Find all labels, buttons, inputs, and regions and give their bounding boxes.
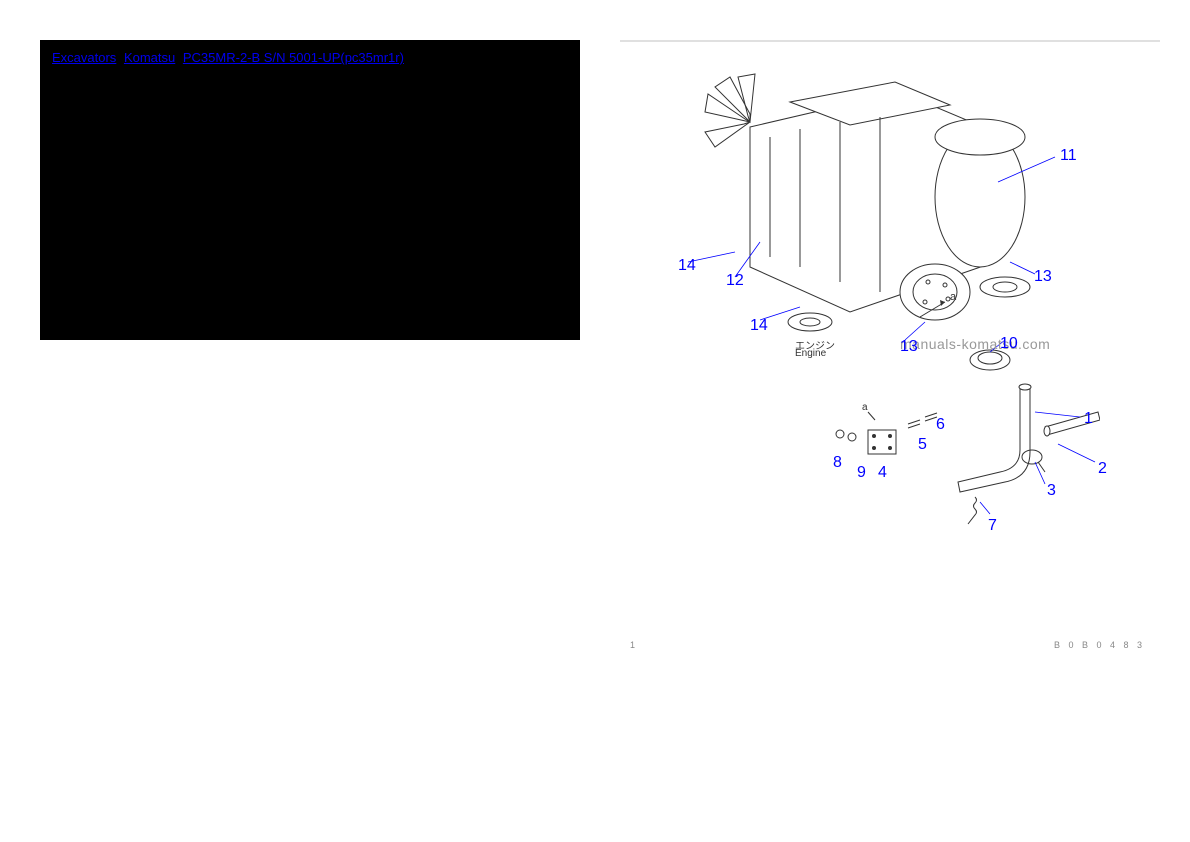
callout-2[interactable]: 2 (1098, 460, 1107, 478)
callout-3[interactable]: 3 (1047, 482, 1056, 500)
footer-code: B 0 B 0 4 8 3 (1054, 640, 1145, 650)
left-dark-panel: Excavators Komatsu PC35MR-2-B S/N 5001-U… (40, 40, 580, 340)
watermark-text: manuals-komatsu.com (900, 336, 1050, 352)
leader-lines: a (620, 42, 1160, 662)
breadcrumb-link-komatsu[interactable]: Komatsu (124, 50, 175, 65)
callout-13[interactable]: 13 (1034, 268, 1052, 286)
callout-4[interactable]: 4 (878, 464, 887, 482)
callout-9[interactable]: 9 (857, 464, 866, 482)
callout-10[interactable]: 10 (1000, 335, 1018, 353)
callout-8[interactable]: 8 (833, 454, 842, 472)
breadcrumb: Excavators Komatsu PC35MR-2-B S/N 5001-U… (52, 48, 568, 69)
callout-7[interactable]: 7 (988, 517, 997, 535)
callout-14b[interactable]: 14 (750, 317, 768, 335)
diagram-container: a a エンジン Engine manuals-koma (620, 42, 1160, 660)
footer-page-num: 1 (630, 640, 638, 650)
callout-5[interactable]: 5 (918, 436, 927, 454)
callout-6[interactable]: 6 (936, 416, 945, 434)
breadcrumb-link-model[interactable]: PC35MR-2-B S/N 5001-UP(pc35mr1r) (183, 50, 404, 65)
callout-1[interactable]: 1 (1084, 410, 1093, 428)
callout-12[interactable]: 12 (726, 272, 744, 290)
svg-text:a: a (950, 291, 957, 303)
diagram-panel: a a エンジン Engine manuals-koma (620, 40, 1160, 660)
breadcrumb-link-excavators[interactable]: Excavators (52, 50, 116, 65)
engine-label-en: Engine (795, 348, 826, 359)
callout-11[interactable]: 11 (1060, 147, 1077, 165)
callout-13b[interactable]: 13 (900, 338, 918, 356)
callout-14[interactable]: 14 (678, 257, 696, 275)
